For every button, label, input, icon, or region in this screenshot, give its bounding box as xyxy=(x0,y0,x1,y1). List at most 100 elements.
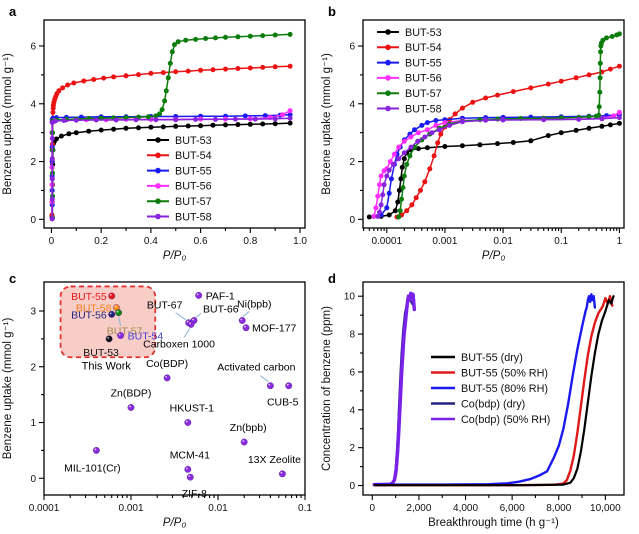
chart-a-isotherm-linear: 0 0.2 0.4 0.6 0.8 1.0 0 2 4 6 P/P₀ Benzene uptake (… xyxy=(2,19,307,262)
point-label-Zn(bpb): Zn(bpb) xyxy=(230,422,267,434)
point-Zn(bpb) xyxy=(240,438,248,446)
x-tick-label: 1 xyxy=(617,236,623,247)
chart-b-isotherm-log: 0.0001 0.001 0.01 0.1 1 0 2 4 6 P/P₀ Benzene uptak… xyxy=(321,19,625,262)
panel-d: d 0 2,000 4,000 6,000 8,000 10,000 0 2 4 6 8 10 Brea… xyxy=(319,267,639,534)
x-tick-label: 0.8 xyxy=(243,236,257,247)
point-PAF-1 xyxy=(195,291,203,299)
y-tick-label: 4 xyxy=(349,99,355,110)
y-axis-ticks xyxy=(358,45,363,220)
x-tick-label: 0.001 xyxy=(118,503,143,514)
panel-label-b: b xyxy=(328,4,336,19)
y-axis-label: Benzene uptake (mmol g⁻¹) xyxy=(2,53,14,195)
legend-item-BUT-54: BUT-54 xyxy=(147,150,212,162)
point-MCM-41 xyxy=(184,465,192,473)
legend-item-BUT-55: BUT-55 xyxy=(377,57,442,69)
series-line-BUT-55 (dry) xyxy=(373,295,615,487)
legend-label: BUT-56 xyxy=(405,73,442,85)
point-label-13X Zeolite: 13X Zeolite xyxy=(248,454,301,466)
point-Activated carbon xyxy=(266,382,274,390)
legend: BUT-53 BUT-54 BUT-55 BUT-56 BUT-57 BUT-58 xyxy=(377,27,442,115)
x-tick-label: 6,000 xyxy=(500,503,525,514)
point-label-BUT-53: BUT-53 xyxy=(83,347,119,359)
point-label-BUT-57: BUT-57 xyxy=(107,326,143,338)
x-tick-label: 0.0001 xyxy=(29,503,60,514)
leader-BUT-67 xyxy=(175,312,186,321)
legend-item-BUT-58: BUT-58 xyxy=(147,211,212,223)
y-axis-label: Concentration of benzene (ppm) xyxy=(321,306,333,471)
x-axis-ticks xyxy=(371,495,606,500)
series-markers-BUT-58 xyxy=(49,115,293,222)
point-Carboxen 1000 xyxy=(187,320,195,328)
legend-item-BUT-56: BUT-56 xyxy=(377,73,442,85)
legend-item-Co(bdp) (dry): Co(bdp) (dry) xyxy=(431,398,525,410)
point-BUT-57 xyxy=(115,309,122,317)
chart-d-breakthrough: 0 2,000 4,000 6,000 8,000 10,000 0 2 4 6 8 10 Breakt… xyxy=(321,281,625,529)
legend-label: BUT-55 (80% RH) xyxy=(461,383,548,395)
plot-frame xyxy=(362,281,625,496)
y-tick-label: 0 xyxy=(30,474,36,485)
legend: BUT-55 (dry) BUT-55 (50% RH) BUT-55 (80% R… xyxy=(431,352,550,426)
point-label-CUB-5: CUB-5 xyxy=(267,397,299,409)
legend-label: BUT-54 xyxy=(175,150,212,162)
legend-item-BUT-56: BUT-56 xyxy=(147,181,212,193)
series-markers-BUT-54 xyxy=(49,63,293,218)
legend-label: BUT-55 xyxy=(175,165,212,177)
series-group xyxy=(366,31,622,220)
point-MIL-101(Cr) xyxy=(92,446,100,454)
legend-item-Co(bdp) (50% RH): Co(bdp) (50% RH) xyxy=(431,414,550,426)
plot-frame xyxy=(43,281,306,496)
y-tick-label: 3 xyxy=(30,306,36,317)
plot-frame xyxy=(362,19,625,229)
legend-label: BUT-57 xyxy=(175,196,212,208)
legend-item-BUT-54: BUT-54 xyxy=(377,42,442,54)
x-tick-label: 0.1 xyxy=(554,236,568,247)
point-label-HKUST-1: HKUST-1 xyxy=(170,403,215,415)
legend-label: BUT-57 xyxy=(405,88,442,100)
y-axis-ticks xyxy=(358,295,363,487)
x-axis-label: P/P₀ xyxy=(482,250,506,262)
y-tick-label: 0 xyxy=(349,215,355,226)
point-label-BUT-54: BUT-54 xyxy=(128,331,164,343)
point-label-PAF-1: PAF-1 xyxy=(206,290,235,302)
y-axis-ticks xyxy=(39,310,44,479)
annotation-box-this-work xyxy=(59,285,157,359)
y-axis-ticks xyxy=(39,45,44,220)
point-HKUST-1 xyxy=(184,419,192,426)
point-BUT-54 xyxy=(117,332,125,339)
point-label-ZIF-8: ZIF-8 xyxy=(182,488,207,500)
panel-label-d: d xyxy=(328,271,336,286)
leader-Activated carbon xyxy=(260,375,269,383)
x-axis-label: P/P₀ xyxy=(163,517,187,529)
legend-label: BUT-58 xyxy=(405,103,442,115)
plot-frame xyxy=(43,19,306,229)
y-tick-label: 6 xyxy=(349,42,355,53)
panel-label-c: c xyxy=(9,271,17,286)
point-BUT-56 xyxy=(108,310,116,318)
x-tick-label: 2,000 xyxy=(406,503,431,514)
x-axis-ticks xyxy=(43,495,306,500)
point-Co(BDP) xyxy=(163,374,171,382)
point-BUT-55 xyxy=(108,292,116,300)
legend-label: Co(bdp) (50% RH) xyxy=(461,414,550,426)
x-tick-label: 10,000 xyxy=(590,503,621,514)
point-BUT-53 xyxy=(105,335,113,343)
y-tick-label: 1 xyxy=(30,418,36,429)
y-tick-label: 2 xyxy=(30,362,36,373)
series-line-BUT-55 (80% RH) xyxy=(373,293,597,486)
y-tick-label: 4 xyxy=(30,99,36,110)
legend-label: BUT-55 xyxy=(405,57,442,69)
legend: BUT-53 BUT-54 BUT-55 BUT-56 BUT-57 BUT-58 xyxy=(147,135,212,223)
legend-label: BUT-53 xyxy=(175,135,212,147)
series-markers-BUT-53 xyxy=(366,120,622,220)
x-tick-label: 0.6 xyxy=(194,236,208,247)
x-tick-label: 0.01 xyxy=(493,236,513,247)
point-13X Zeolite xyxy=(279,470,286,478)
series-markers-BUT-55 xyxy=(371,112,622,219)
x-tick-label: 0 xyxy=(370,503,376,514)
leader-Carboxen 1000 xyxy=(183,328,191,338)
legend-item-BUT-53: BUT-53 xyxy=(147,135,212,147)
point-label-Activated carbon: Activated carbon xyxy=(217,362,295,374)
y-axis-label: Benzene uptake (mmol g⁻¹) xyxy=(321,53,333,195)
series-line-BUT-56 xyxy=(373,111,621,218)
